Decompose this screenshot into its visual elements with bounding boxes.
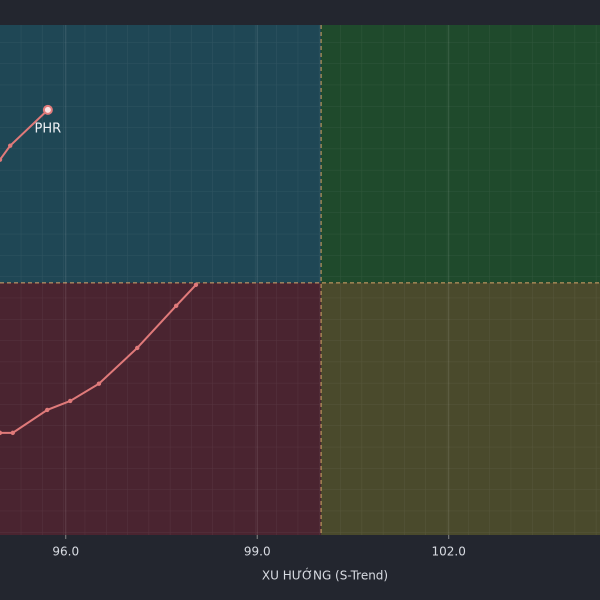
point xyxy=(10,430,15,436)
point xyxy=(96,381,102,386)
x-tick-label: 99.0 xyxy=(244,545,271,559)
series-label: PHR xyxy=(35,121,62,136)
x-tick-label: 102.0 xyxy=(432,545,466,559)
point xyxy=(8,143,13,148)
point xyxy=(193,282,199,287)
series-line xyxy=(0,284,197,434)
top-bar xyxy=(0,0,600,25)
point xyxy=(135,345,140,351)
point xyxy=(0,430,3,436)
point xyxy=(68,398,73,404)
point xyxy=(173,303,179,309)
point xyxy=(0,157,3,162)
x-axis-label: XU HƯỚNG (S-Trend) xyxy=(262,568,388,583)
minor-grid xyxy=(0,25,600,535)
point xyxy=(45,407,50,413)
x-tick-label: 96.0 xyxy=(52,545,79,559)
head-point xyxy=(42,104,53,115)
